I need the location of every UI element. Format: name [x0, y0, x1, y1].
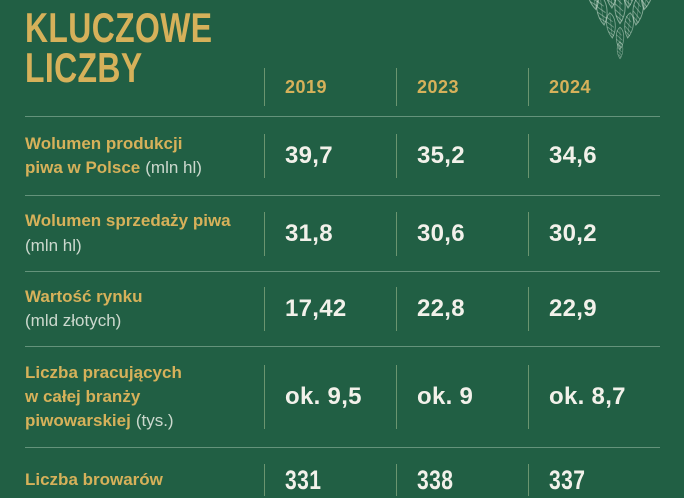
table-row-market-value: Wartość rynku (mld złotych) 17,42 22,8 2… — [25, 272, 660, 347]
value: 30,2 — [549, 219, 597, 247]
value-cell: ok. 9,5 — [264, 383, 396, 411]
value: ok. 8,7 — [549, 383, 626, 410]
table-row-production-volume: Wolumen produkcji piwa w Polsce (mln hl) … — [25, 117, 660, 196]
value: 17,42 — [285, 295, 347, 322]
value: 22,9 — [549, 295, 597, 322]
key-numbers-table: 2019 2023 2024 Wolumen produkcji piwa w … — [25, 58, 660, 498]
value: ok. 9,5 — [285, 383, 362, 410]
value-cell: 30,6 — [396, 220, 528, 248]
row-label-text: Liczba browarów — [25, 469, 163, 489]
value: 30,6 — [417, 219, 465, 247]
value-cell: 34,6 — [528, 142, 660, 170]
row-label-text: Wolumen produkcji — [25, 133, 183, 153]
row-label: Wolumen produkcji piwa w Polsce (mln hl) — [25, 132, 264, 180]
table-row-employees: Liczba pracujących w całej branży piwowa… — [25, 347, 660, 448]
value-cell: 338 — [396, 465, 528, 496]
year-label: 2023 — [417, 76, 460, 97]
row-label-text: piwa w Polsce — [25, 158, 141, 177]
value-cell: 17,42 — [264, 295, 396, 323]
value-cell: 22,8 — [396, 295, 528, 323]
row-label-text: Wartość rynku — [25, 286, 143, 306]
year-label: 2019 — [285, 76, 328, 97]
row-label-text: Wolumen sprzedaży piwa — [25, 211, 231, 231]
value-cell: 30,2 — [528, 220, 660, 248]
column-header-2023: 2023 — [396, 77, 528, 98]
row-unit: (mld złotych) — [25, 311, 122, 330]
row-unit: (tys.) — [135, 411, 174, 431]
row-label: Liczba pracujących w całej branży piwowa… — [25, 361, 264, 433]
row-label-text: piwowarskiej — [25, 411, 131, 431]
row-unit: (mln hl) — [145, 158, 202, 177]
value-cell: 22,9 — [528, 295, 660, 323]
page-title-line-1: KLUCZOWE — [25, 4, 213, 51]
value-cell: ok. 9 — [396, 383, 528, 411]
page-title: KLUCZOWE LICZBY — [25, 4, 213, 91]
value-cell: 35,2 — [396, 142, 528, 170]
value-cell: 39,7 — [264, 142, 396, 170]
value: 331 — [285, 464, 322, 495]
value: 39,7 — [285, 142, 333, 169]
value: 35,2 — [417, 142, 465, 169]
value: ok. 9 — [417, 383, 474, 410]
value: 34,6 — [549, 142, 597, 169]
value-cell: 331 — [264, 465, 396, 496]
value: 338 — [417, 464, 454, 495]
row-label: Wartość rynku (mld złotych) — [25, 285, 264, 333]
row-label-text: w całej branży — [25, 386, 141, 406]
column-header-2019: 2019 — [264, 77, 396, 98]
table-row-sales-volume: Wolumen sprzedaży piwa (mln hl) 31,8 30,… — [25, 196, 660, 272]
row-label: Liczba browarów — [25, 468, 264, 492]
page-title-line-2: LICZBY — [25, 44, 143, 91]
year-label: 2024 — [549, 76, 592, 97]
value-cell: 337 — [528, 465, 660, 496]
table-row-breweries: Liczba browarów 331 338 337 — [25, 448, 660, 498]
value: 22,8 — [417, 295, 465, 322]
row-label: Wolumen sprzedaży piwa (mln hl) — [25, 209, 264, 257]
row-label-text: Liczba pracujących — [25, 362, 182, 382]
table-header-row: 2019 2023 2024 — [25, 58, 660, 117]
value: 337 — [549, 464, 586, 495]
value: 31,8 — [285, 219, 333, 247]
value-cell: 31,8 — [264, 220, 396, 248]
column-header-2024: 2024 — [528, 77, 660, 98]
row-unit: (mln hl) — [25, 235, 82, 255]
value-cell: ok. 8,7 — [528, 383, 660, 411]
